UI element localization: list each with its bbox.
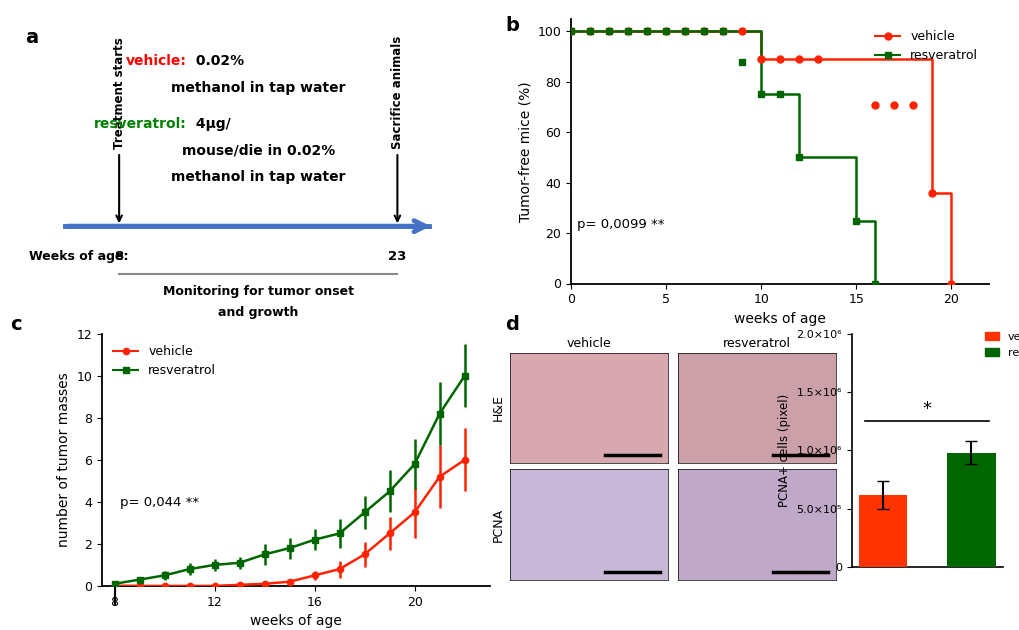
Text: 0.02%: 0.02% (191, 54, 244, 69)
Text: vehicle: vehicle (567, 336, 610, 350)
X-axis label: weeks of age: weeks of age (734, 312, 825, 326)
Text: 8: 8 (114, 250, 123, 263)
Y-axis label: PCNA+ cells (pixel): PCNA+ cells (pixel) (777, 394, 790, 507)
Text: b: b (504, 16, 519, 35)
Text: a: a (24, 28, 38, 47)
Text: resveratrol: resveratrol (722, 336, 791, 350)
Text: p= 0,044 **: p= 0,044 ** (119, 496, 199, 509)
Bar (858, 495, 906, 567)
X-axis label: weeks of age: weeks of age (250, 614, 341, 628)
Text: p= 0,0099 **: p= 0,0099 ** (577, 218, 663, 231)
Text: Sacrifice animals: Sacrifice animals (390, 36, 404, 149)
Text: 23: 23 (388, 250, 407, 263)
Text: mouse/die in 0.02%: mouse/die in 0.02% (181, 143, 334, 158)
Bar (947, 453, 995, 567)
Legend: vehicle, resveratrol: vehicle, resveratrol (108, 340, 221, 382)
Text: *: * (922, 400, 930, 418)
Legend: vehicle, resveratrol: vehicle, resveratrol (980, 328, 1019, 362)
Text: Monitoring for tumor onset: Monitoring for tumor onset (163, 285, 354, 299)
Text: c: c (10, 315, 21, 334)
Text: methanol in tap water: methanol in tap water (171, 170, 345, 184)
Text: 4μg/: 4μg/ (191, 117, 230, 130)
Text: and growth: and growth (218, 306, 299, 319)
Text: PCNA: PCNA (491, 507, 504, 542)
Y-axis label: Tumor-free mice (%): Tumor-free mice (%) (518, 81, 532, 222)
Text: vehicle:: vehicle: (125, 54, 186, 69)
Text: resveratrol:: resveratrol: (94, 117, 186, 130)
Text: Treatment starts: Treatment starts (112, 37, 125, 149)
Text: H&E: H&E (491, 394, 504, 421)
Text: d: d (504, 315, 519, 334)
Y-axis label: number of tumor masses: number of tumor masses (57, 372, 70, 547)
Text: Weeks of age:: Weeks of age: (30, 250, 128, 263)
Text: methanol in tap water: methanol in tap water (171, 81, 345, 95)
Legend: vehicle, resveratrol: vehicle, resveratrol (869, 25, 982, 67)
